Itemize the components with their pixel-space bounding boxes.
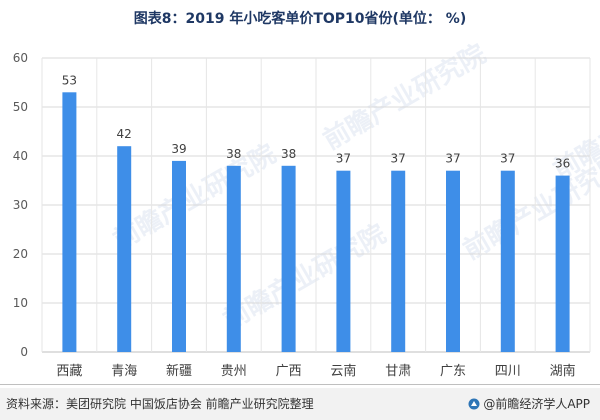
y-tick-label: 0 [20, 345, 28, 359]
watermark-text: 前瞻产业研究院 [318, 38, 491, 156]
y-tick-label: 10 [13, 296, 28, 310]
data-label: 38 [281, 147, 296, 161]
y-tick-label: 50 [13, 100, 28, 114]
bar-广东 [446, 170, 460, 352]
x-axis-ticks: 西藏 青海 新疆 贵州 广西 云南 甘肃 广东 四川 湖南 [56, 363, 575, 379]
data-label: 37 [445, 152, 460, 166]
x-tick-label: 湖南 [550, 363, 576, 379]
bar-云南 [336, 170, 351, 352]
y-tick-label: 20 [13, 247, 28, 261]
x-tick-label: 广东 [440, 364, 466, 379]
y-tick-label: 40 [13, 149, 28, 163]
bars [62, 92, 570, 353]
gridlines [41, 57, 591, 353]
bar-贵州 [226, 165, 241, 352]
data-label: 38 [226, 147, 241, 161]
bar-广西 [281, 165, 296, 352]
brand-credit: @前瞻经济学人APP [468, 395, 590, 412]
bar-青海 [117, 146, 132, 352]
footer-bar [0, 388, 600, 420]
data-label: 42 [117, 127, 132, 141]
bar-湖南 [555, 175, 570, 352]
x-tick-label: 四川 [495, 364, 521, 379]
data-label: 37 [500, 152, 515, 166]
y-tick-label: 30 [13, 198, 28, 212]
bar-甘肃 [391, 170, 406, 352]
brand-logo-icon [468, 398, 480, 409]
bar-四川 [500, 170, 515, 352]
y-tick-label: 60 [13, 51, 28, 65]
footer-divider [0, 384, 600, 385]
bar-新疆 [172, 160, 186, 352]
data-labels: 53 42 39 38 38 37 37 37 37 36 [62, 73, 570, 170]
source-note: 资料来源：美团研究院 中国饭店协会 前瞻产业研究院整理 [6, 397, 314, 411]
chart-title: 图表8：2019 年小吃客单价TOP10省份(单位： %) [133, 11, 467, 27]
bar-西藏 [62, 92, 77, 353]
y-axis-ticks: 0 10 20 30 40 50 60 [13, 51, 28, 359]
x-tick-label: 广西 [276, 364, 302, 379]
x-tick-label: 新疆 [166, 363, 192, 379]
x-tick-label: 贵州 [221, 364, 247, 379]
x-tick-label: 云南 [330, 363, 356, 379]
x-tick-label: 青海 [111, 364, 137, 379]
data-label: 37 [336, 152, 351, 166]
watermark-text: 前瞻产业研究院 [218, 218, 391, 336]
data-label: 37 [391, 152, 406, 166]
data-label: 39 [171, 142, 186, 156]
x-tick-label: 甘肃 [385, 364, 411, 379]
x-tick-label: 西藏 [56, 364, 82, 379]
brand-text: @前瞻经济学人APP [483, 397, 590, 411]
data-label: 53 [62, 73, 77, 87]
data-label: 36 [555, 157, 570, 171]
